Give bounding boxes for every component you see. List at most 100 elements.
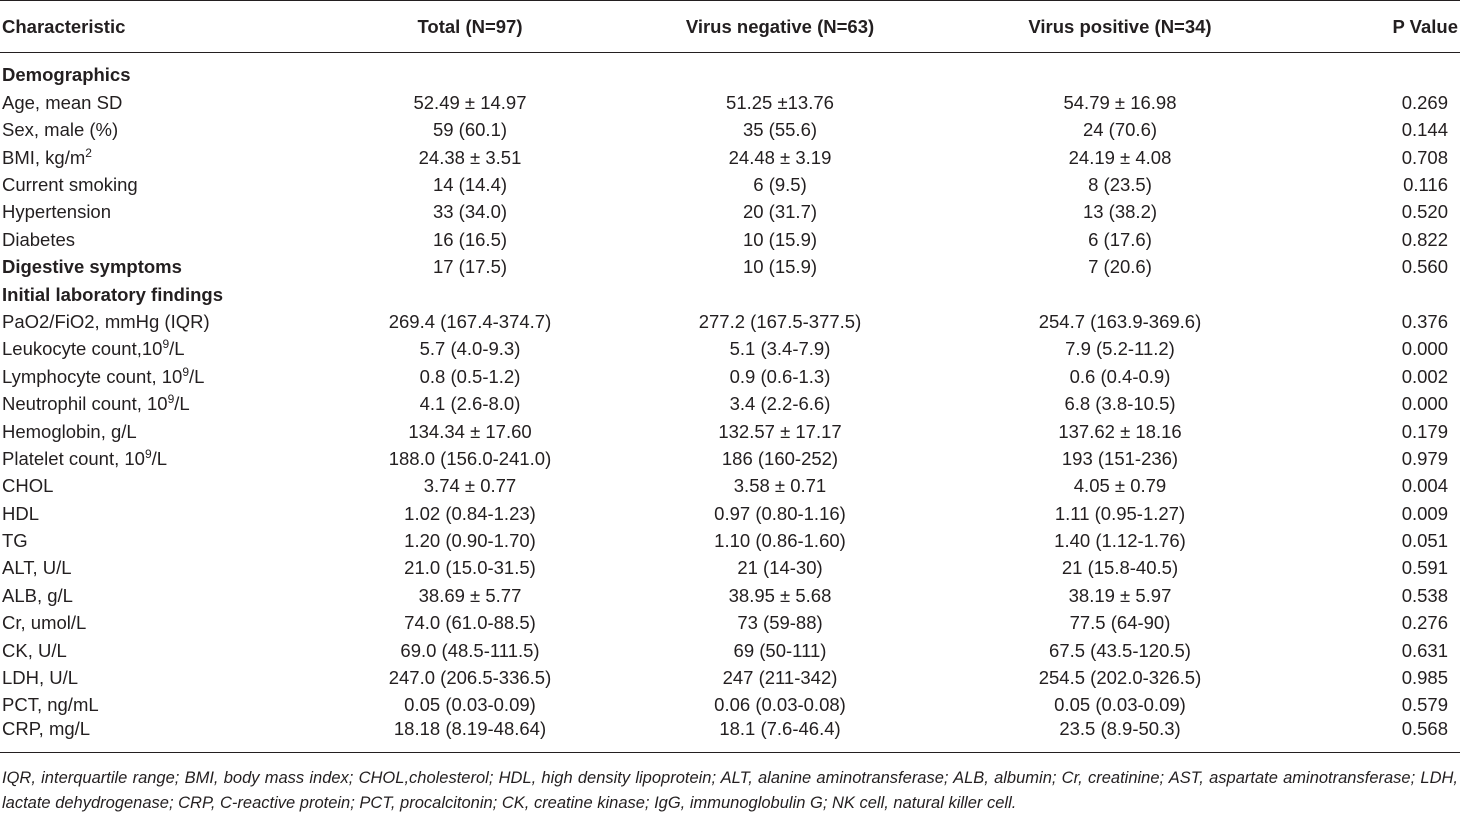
cell-total: 269.4 (167.4-374.7) xyxy=(388,310,552,332)
row-label-cell: Age, mean SD xyxy=(0,89,330,116)
cell-virus-negative: 10 (15.9) xyxy=(742,256,818,278)
row-label-cell: Neutrophil count, 109/L xyxy=(0,391,330,418)
row-label: Demographics xyxy=(2,64,131,86)
header-virus-positive: Virus positive (N=34) xyxy=(950,0,1290,53)
cell-virus-positive: 6.8 (3.8-10.5) xyxy=(1064,393,1176,415)
cell-total: 59 (60.1) xyxy=(432,119,508,141)
cell-total: 33 (34.0) xyxy=(432,201,508,223)
cell-total: 16 (16.5) xyxy=(432,228,508,250)
row-label-superscript: 9 xyxy=(162,337,170,352)
row-label-cell: Leukocyte count,109/L xyxy=(0,336,330,363)
table-row: CK, U/L 69.0 (48.5-111.5) 69 (50-111) 67.5 … xyxy=(0,637,1460,664)
cell-total: 18.18 (8.19-48.64) xyxy=(330,719,610,754)
row-label: Platelet count, 10 xyxy=(2,447,145,469)
cell-p-value: 0.269 xyxy=(1401,91,1448,113)
cell-total: 38.69 ± 5.77 xyxy=(418,584,522,606)
cell-total xyxy=(330,281,610,308)
row-label: ALB, g/L xyxy=(2,584,73,606)
table-row: BMI, kg/m2 24.38 ± 3.51 24.48 ± 3.19 24.19 … xyxy=(0,144,1460,171)
spacer-row xyxy=(0,53,1460,63)
cell-virus-positive: 7 (20.6) xyxy=(1088,256,1152,278)
cell-total: 5.7 (4.0-9.3) xyxy=(419,338,521,360)
row-label: Digestive symptoms xyxy=(2,256,182,278)
cell-p-value: 0.004 xyxy=(1401,475,1448,497)
cell-virus-positive: 8 (23.5) xyxy=(1088,174,1152,195)
cell-virus-positive xyxy=(950,281,1290,308)
table-row: Hemoglobin, g/L 134.34 ± 17.60 132.57 ± 17… xyxy=(0,418,1460,445)
table-row: PCT, ng/mL 0.05 (0.03-0.09) 0.06 (0.03-0.0… xyxy=(0,692,1460,719)
cell-p-value xyxy=(1290,281,1460,308)
cell-virus-positive: 23.5 (8.9-50.3) xyxy=(950,719,1290,754)
cell-virus-negative: 3.4 (2.2-6.6) xyxy=(729,393,831,415)
table-row: Age, mean SD 52.49 ± 14.97 51.25 ±13.76 54.… xyxy=(0,89,1460,116)
cell-total: 52.49 ± 14.97 xyxy=(413,91,527,113)
cell-virus-positive: 54.79 ± 16.98 xyxy=(1063,91,1177,113)
table-row: Sex, male (%) 59 (60.1) 35 (55.6) 24 (70.6)… xyxy=(0,117,1460,144)
row-label-cell: Platelet count, 109/L xyxy=(0,445,330,472)
table-footnote: IQR, interquartile range; BMI, body mass… xyxy=(2,769,1458,812)
row-label: CHOL xyxy=(2,475,54,497)
table-row: Leukocyte count,109/L 5.7 (4.0-9.3) 5.1 (3… xyxy=(0,336,1460,363)
cell-virus-negative: 0.97 (0.80-1.16) xyxy=(714,502,846,524)
cell-p-value: 0.051 xyxy=(1401,530,1448,552)
cell-virus-negative: 24.48 ± 3.19 xyxy=(728,146,832,168)
cell-total: 188.0 (156.0-241.0) xyxy=(388,447,552,469)
cell-total: 247.0 (206.5-336.5) xyxy=(388,667,552,689)
header-characteristic: Characteristic xyxy=(0,0,330,53)
cell-virus-negative: 5.1 (3.4-7.9) xyxy=(729,338,831,360)
cell-p-value: 0.009 xyxy=(1401,502,1448,524)
cell-p-value: 0.144 xyxy=(1401,119,1448,141)
row-label-cell: Demographics xyxy=(0,62,330,89)
row-label-cell: PaO2/FiO2, mmHg (IQR) xyxy=(0,309,330,336)
row-label-cell: Initial laboratory findings xyxy=(0,281,330,308)
spacer-cell xyxy=(0,53,1460,63)
cell-virus-positive: 21 (15.8-40.5) xyxy=(1061,557,1179,579)
row-label: PaO2/FiO2, mmHg (IQR) xyxy=(2,310,210,332)
row-label: Lymphocyte count, 10 xyxy=(2,365,183,387)
row-label: LDH, U/L xyxy=(2,667,79,689)
table-row: Cr, umol/L 74.0 (61.0-88.5) 73 (59-88) 77.5… xyxy=(0,610,1460,637)
row-label-cell: CHOL xyxy=(0,473,330,500)
row-label-cell: Lymphocyte count, 109/L xyxy=(0,363,330,390)
table-row: CRP, mg/L 18.18 (8.19-48.64) 18.1 (7.6-46.… xyxy=(0,718,1460,754)
row-label: CRP, mg/L xyxy=(2,718,91,740)
cell-virus-positive: 4.05 ± 0.79 xyxy=(1073,475,1167,497)
table-row: Diabetes 16 (16.5) 10 (15.9) 6 (17.6) 0.822 xyxy=(0,226,1460,253)
cell-virus-positive: 38.19 ± 5.97 xyxy=(1068,584,1172,606)
table-row: PaO2/FiO2, mmHg (IQR) 269.4 (167.4-374.7)… xyxy=(0,309,1460,336)
cell-total: 4.1 (2.6-8.0) xyxy=(419,393,521,415)
row-label-cell: ALT, U/L xyxy=(0,555,330,582)
row-label-cell: Diabetes xyxy=(0,226,330,253)
row-label: Initial laboratory findings xyxy=(2,283,223,305)
row-label-cell: Hemoglobin, g/L xyxy=(0,418,330,445)
cell-p-value xyxy=(1290,62,1460,89)
row-label-suffix: /L xyxy=(189,365,205,387)
row-label-cell: PCT, ng/mL xyxy=(0,692,330,719)
row-label: Neutrophil count, 10 xyxy=(2,393,168,415)
cell-p-value: 0.985 xyxy=(1401,667,1448,689)
cell-virus-negative: 6 (9.5) xyxy=(753,174,807,195)
cell-virus-positive: 137.62 ± 18.16 xyxy=(1058,420,1182,442)
cell-total: 1.20 (0.90-1.70) xyxy=(404,530,536,552)
cell-total: 69.0 (48.5-111.5) xyxy=(400,639,540,661)
cell-virus-positive: 24 (70.6) xyxy=(1082,119,1158,141)
cell-p-value: 0.116 xyxy=(1403,174,1448,195)
cell-total: 0.05 (0.03-0.09) xyxy=(404,694,536,716)
row-label: BMI, kg/m xyxy=(2,146,86,168)
row-label-cell: BMI, kg/m2 xyxy=(0,144,330,171)
cell-virus-positive: 0.6 (0.4-0.9) xyxy=(1069,365,1171,387)
cell-virus-positive: 254.5 (202.0-326.5) xyxy=(1038,667,1202,689)
row-label: TG xyxy=(2,530,28,552)
row-label: Diabetes xyxy=(2,228,76,250)
row-label-superscript: 9 xyxy=(167,392,175,407)
cell-p-value: 0.000 xyxy=(1401,338,1448,360)
cell-virus-negative: 0.06 (0.03-0.08) xyxy=(714,694,846,716)
cell-virus-positive: 13 (38.2) xyxy=(1082,201,1158,223)
cell-total: 24.38 ± 3.51 xyxy=(418,146,522,168)
row-label-cell: LDH, U/L xyxy=(0,665,330,692)
cell-p-value: 0.560 xyxy=(1401,256,1448,278)
row-label-suffix: /L xyxy=(151,447,168,469)
row-label-cell: CRP, mg/L xyxy=(0,718,330,754)
table-row: Current smoking 14 (14.4) 6 (9.5) 8 (23.5) 0… xyxy=(0,172,1460,199)
